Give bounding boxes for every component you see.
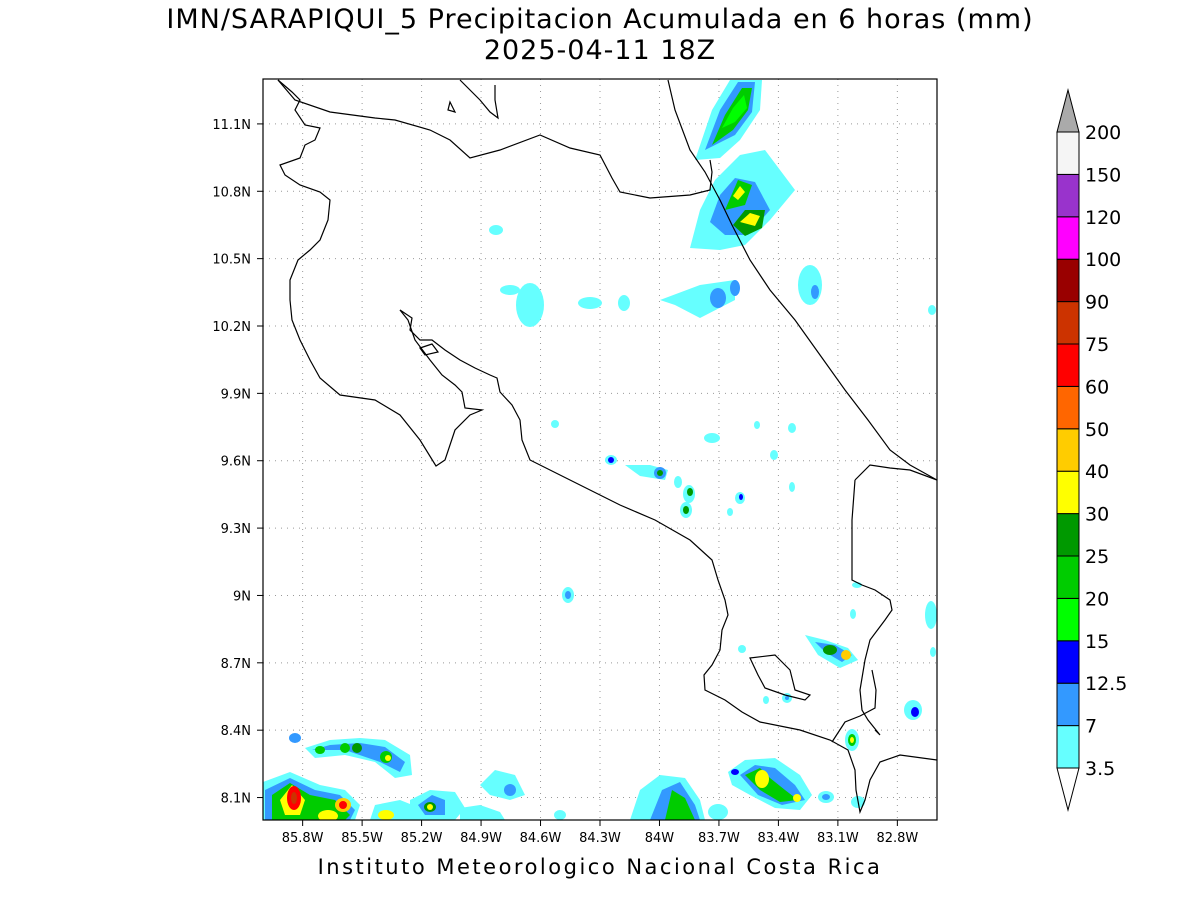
colorbar-legend: 3.5 7 12.5 15 20 25 30 40 50 60 75 90 100 120 150 200 <box>1056 88 1127 812</box>
x-tick-label: 84.9W <box>460 831 502 846</box>
map-gridlines <box>263 79 937 820</box>
y-tick-label: 10.2N <box>212 320 251 335</box>
colorbar-swatch <box>1056 216 1080 260</box>
x-tick-label: 84.6W <box>520 831 562 846</box>
y-tick-label: 10.8N <box>212 185 251 200</box>
x-axis-ticks: 85.8W 85.5W 85.2W 84.9W 84.6W 84.3W 84W 83.7W 83… <box>282 820 918 846</box>
x-tick-label: 83.4W <box>758 831 800 846</box>
x-tick-label: 85.2W <box>401 831 443 846</box>
rain-cells-central <box>551 420 796 603</box>
colorbar-level-label: 150 <box>1085 164 1121 186</box>
colorbar-level-label: 60 <box>1085 376 1109 398</box>
y-tick-label: 8.1N <box>221 792 251 807</box>
footer-credit: Instituto Meteorologico Nacional Costa R… <box>317 855 883 879</box>
colorbar-level-label: 40 <box>1085 461 1109 483</box>
colorbar-swatch <box>1056 385 1080 430</box>
x-tick-label: 82.8W <box>876 831 918 846</box>
colorbar-swatch <box>1056 258 1080 303</box>
rain-cells-southwest <box>263 733 566 820</box>
colorbar-swatch <box>1056 725 1080 769</box>
colorbar-level-label: 3.5 <box>1085 758 1115 780</box>
colorbar-level-label: 7 <box>1085 716 1097 738</box>
colorbar-swatch <box>1056 470 1080 515</box>
y-tick-label: 10.5N <box>212 253 251 268</box>
x-tick-label: 85.8W <box>282 831 324 846</box>
colorbar-swatch <box>1056 173 1080 218</box>
precipitation-field <box>263 80 937 820</box>
y-tick-label: 11.1N <box>212 118 251 133</box>
colorbar-level-label: 100 <box>1085 249 1121 271</box>
x-tick-label: 83.7W <box>698 831 740 846</box>
x-tick-label: 83.1W <box>817 831 859 846</box>
colorbar-swatch <box>1056 640 1080 684</box>
colorbar-swatch <box>1056 343 1080 387</box>
colorbar-swatch <box>1056 301 1080 345</box>
rain-cell-northeast <box>690 80 795 250</box>
colorbar-level-label: 20 <box>1085 588 1109 610</box>
y-tick-label: 9.9N <box>221 387 251 402</box>
x-tick-label: 85.5W <box>341 831 383 846</box>
x-tick-label: 84.3W <box>579 831 621 846</box>
colorbar-level-label: 25 <box>1085 546 1109 568</box>
colorbar-swatch <box>1056 131 1080 175</box>
map-frame <box>262 78 938 821</box>
y-tick-label: 9.6N <box>221 455 251 470</box>
colorbar-level-label: 50 <box>1085 419 1109 441</box>
map-title: IMN/SARAPIQUI_5 Precipitacion Acumulada … <box>166 4 1034 35</box>
map-subtitle-date: 2025-04-11 18Z <box>483 35 717 66</box>
colorbar-level-label: 90 <box>1085 292 1109 314</box>
colorbar-level-label: 15 <box>1085 631 1109 653</box>
y-tick-label: 9.3N <box>221 522 251 537</box>
colorbar-swatch <box>1056 682 1080 727</box>
y-tick-label: 9N <box>233 589 251 604</box>
colorbar-swatch <box>1056 597 1080 642</box>
colorbar-max-arrow <box>1056 88 1080 133</box>
colorbar-level-label: 12.5 <box>1085 673 1127 695</box>
colorbar-level-label: 75 <box>1085 334 1109 356</box>
colorbar-swatch <box>1056 513 1080 557</box>
rain-cells-southeast <box>630 582 937 820</box>
y-tick-label: 8.4N <box>221 724 251 739</box>
colorbar-level-label: 30 <box>1085 504 1109 526</box>
colorbar-swatch <box>1056 428 1080 472</box>
y-axis-ticks: 11.1N 10.8N 10.5N 10.2N 9.9N 9.6N 9.3N 9N 8.7N 8.… <box>212 118 263 807</box>
colorbar-swatch <box>1056 555 1080 599</box>
x-tick-label: 84W <box>645 831 675 846</box>
coastline-borders <box>277 79 937 815</box>
colorbar-min-arrow <box>1056 767 1080 812</box>
colorbar-level-label: 120 <box>1085 207 1121 229</box>
y-tick-label: 8.7N <box>221 657 251 672</box>
colorbar-level-label: 200 <box>1085 122 1121 144</box>
